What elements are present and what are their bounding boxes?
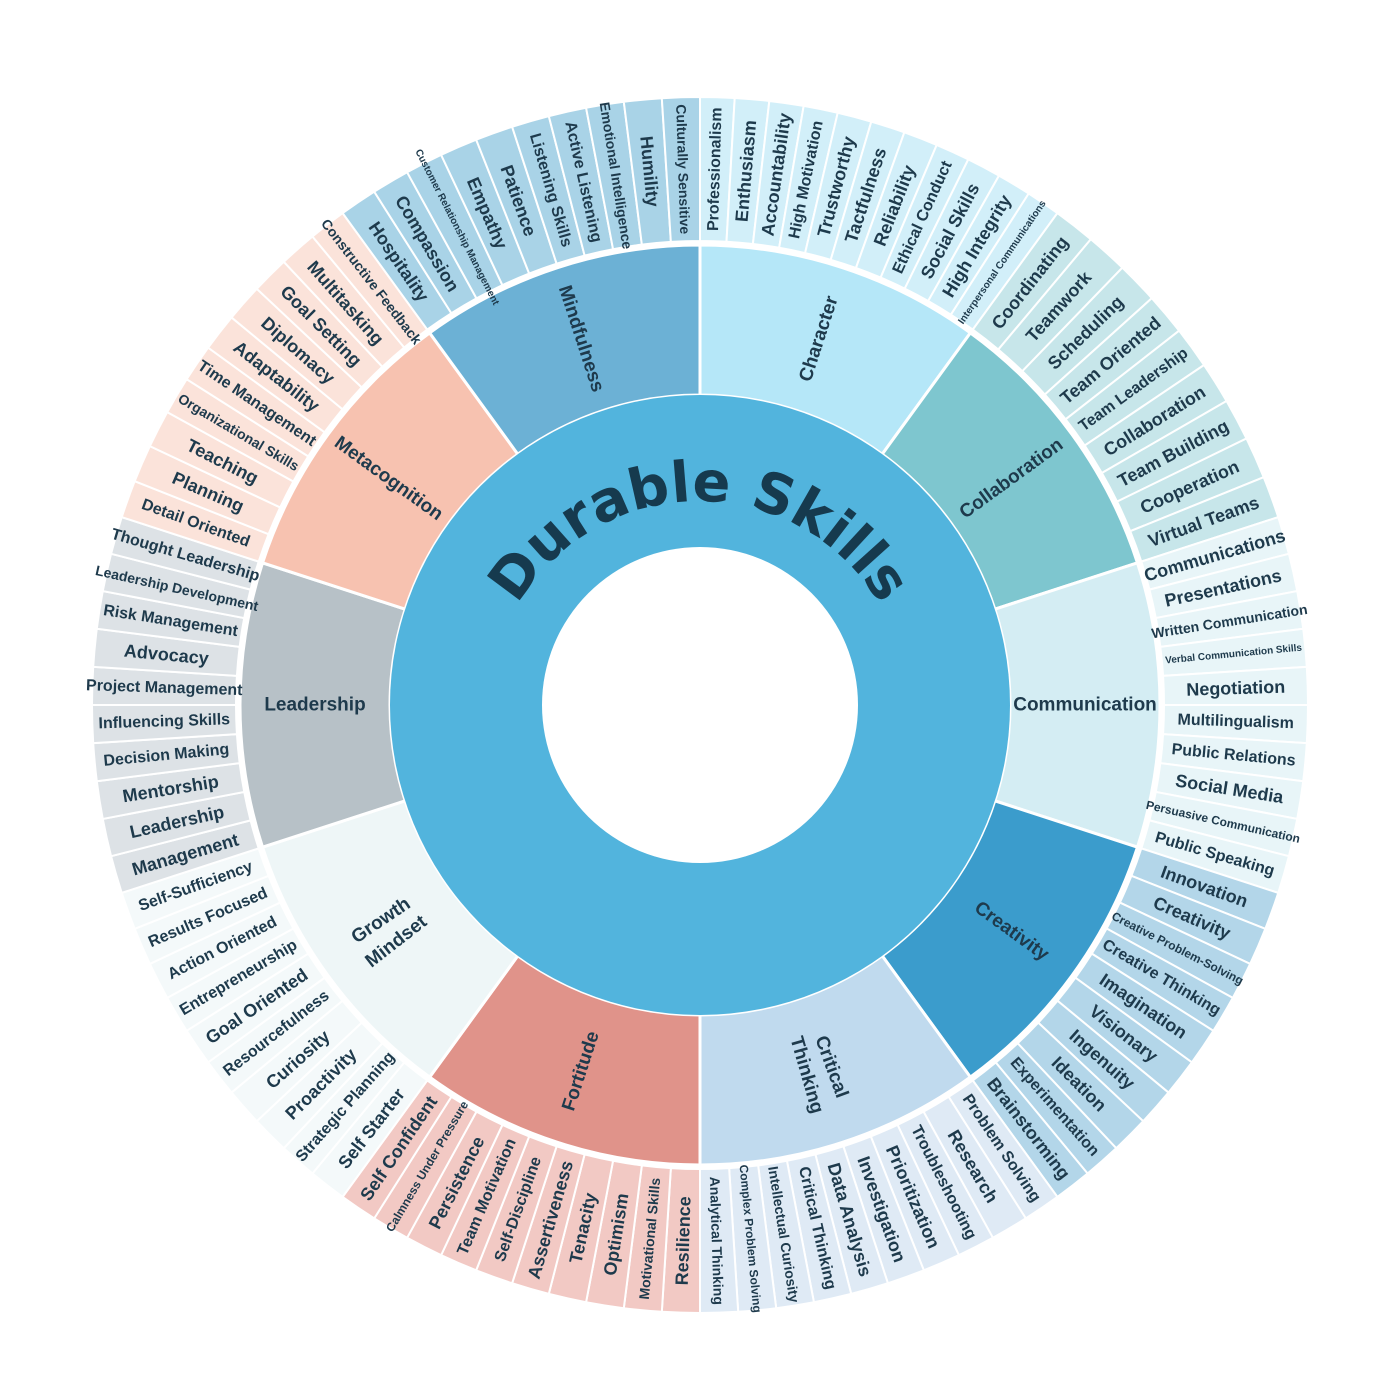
- skill-label-analytical-thinking: Analytical Thinking: [707, 1176, 727, 1305]
- category-label-communication: Communication: [1013, 695, 1157, 716]
- center-hole: [542, 547, 858, 863]
- center-ring: Durable Skills: [390, 395, 1010, 1015]
- skill-label-multilingualism: Multilingualism: [1177, 712, 1294, 733]
- skill-label-professionalism: Professionalism: [705, 107, 726, 231]
- skill-label-influencing-skills: Influencing Skills: [98, 711, 230, 732]
- skill-label-project-management: Project Management: [86, 677, 244, 699]
- skill-segment-culturally-sensitive: [660, 95, 701, 243]
- category-label-leadership: Leadership: [264, 695, 365, 716]
- skill-label-culturally-sensitive: Culturally Sensitive: [673, 104, 693, 235]
- ring-segments: [90, 95, 1310, 1315]
- skill-label-negotiation: Negotiation: [1186, 677, 1286, 700]
- skill-label-resilience: Resilience: [672, 1196, 695, 1286]
